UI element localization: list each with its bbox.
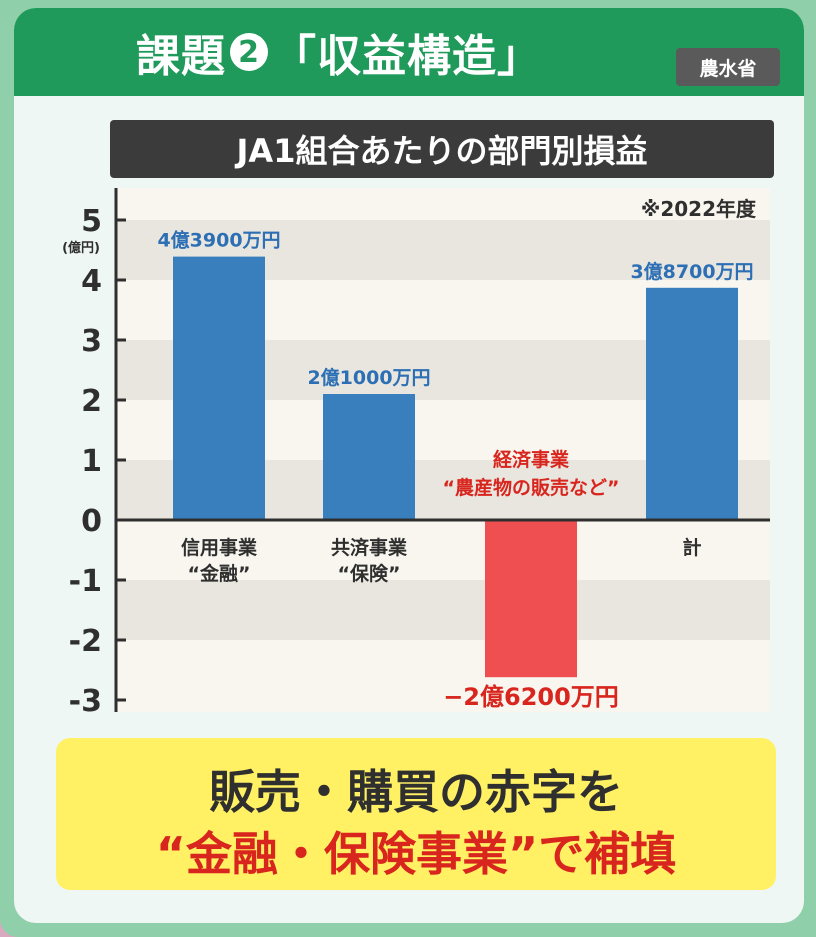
y-tick-label: -1 — [69, 564, 102, 599]
category-label: 信用事業 — [181, 536, 258, 559]
issue-number-badge: 2 — [230, 33, 268, 71]
title-prefix: 課題 — [136, 31, 226, 82]
category-label: “農産物の販売など” — [443, 476, 620, 499]
y-axis-unit-label: (億円) — [62, 240, 100, 256]
category-label: “金融” — [188, 562, 251, 585]
grid-band — [116, 580, 770, 640]
y-tick-label: 1 — [81, 444, 102, 479]
page-title: 課題 2 「収益構造」 — [14, 8, 664, 96]
conclusion-box: 販売・購買の赤字を “金融・保険事業”で補填 — [56, 738, 776, 890]
bar-value-label: 2億1000万円 — [307, 366, 430, 389]
bar — [323, 394, 415, 520]
y-tick-label: 0 — [81, 504, 102, 539]
conclusion-line-2: “金融・保険事業”で補填 — [155, 827, 677, 881]
source-badge: 農水省 — [676, 48, 780, 86]
category-label: “保険” — [338, 562, 401, 585]
y-tick-label: 5 — [81, 204, 102, 239]
chart-title: JA1組合あたりの部門別損益 — [110, 120, 774, 178]
infographic-card: 課題 2 「収益構造」 農水省 JA1組合あたりの部門別損益 5 4 3 2 1 0 -1 -… — [14, 8, 804, 923]
bar-value-label: 3億8700万円 — [630, 260, 753, 283]
y-tick-label: 4 — [81, 264, 102, 299]
y-tick-label: -2 — [69, 624, 102, 659]
bar-value-label: −2億6200万円 — [443, 683, 619, 711]
bar — [173, 256, 265, 520]
header-bar: 課題 2 「収益構造」 農水省 — [14, 8, 804, 96]
chart-note: ※2022年度 — [641, 197, 757, 221]
category-label: 計 — [682, 536, 701, 559]
category-label: 共済事業 — [331, 536, 408, 559]
conclusion-line-1: 販売・購買の赤字を — [209, 765, 623, 819]
title-suffix: 「収益構造」 — [272, 31, 542, 82]
category-label: 経済事業 — [493, 448, 570, 471]
y-tick-label: 3 — [81, 324, 102, 359]
y-tick-label: -3 — [69, 684, 102, 719]
y-tick-label: 2 — [81, 384, 102, 419]
bar — [485, 520, 577, 678]
bar — [646, 287, 738, 520]
bar-value-label: 4億3900万円 — [157, 229, 280, 252]
